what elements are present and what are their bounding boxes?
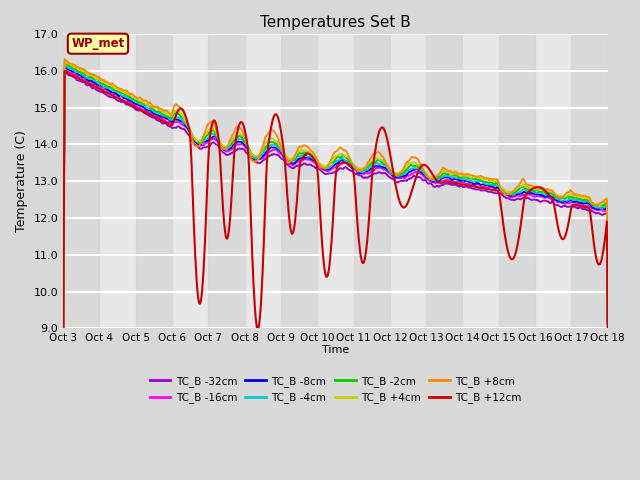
Legend: TC_B -32cm, TC_B -16cm, TC_B -8cm, TC_B -4cm, TC_B -2cm, TC_B +4cm, TC_B +8cm, T: TC_B -32cm, TC_B -16cm, TC_B -8cm, TC_B … <box>145 372 525 407</box>
TC_B -32cm <box>271 152 279 157</box>
Bar <box>572 34 608 328</box>
TC_B -8cm <box>392 175 400 180</box>
TC_B -2cm <box>224 144 232 150</box>
TC_B -32cm <box>224 152 232 158</box>
TC_B +4cm <box>392 170 400 176</box>
TC_B -16cm <box>604 320 612 325</box>
TC_B -16cm <box>224 148 232 154</box>
Line: TC_B +8cm: TC_B +8cm <box>63 59 608 360</box>
TC_B +8cm <box>251 159 259 165</box>
TC_B +8cm <box>423 171 431 177</box>
TC_B -4cm <box>251 156 259 161</box>
TC_B -16cm <box>423 176 431 181</box>
TC_B +4cm <box>604 313 612 319</box>
TC_B -4cm <box>61 63 68 69</box>
Y-axis label: Temperature (C): Temperature (C) <box>15 130 28 232</box>
TC_B -8cm <box>423 174 431 180</box>
Title: Temperatures Set B: Temperatures Set B <box>260 15 411 30</box>
TC_B +8cm <box>604 311 612 317</box>
TC_B -4cm <box>271 143 279 148</box>
TC_B +8cm <box>124 89 132 95</box>
TC_B +8cm <box>271 131 279 136</box>
TC_B -8cm <box>61 65 69 71</box>
TC_B +8cm <box>224 143 232 148</box>
TC_B -4cm <box>604 317 612 323</box>
TC_B -32cm <box>423 179 431 185</box>
TC_B -4cm <box>60 360 67 365</box>
TC_B -2cm <box>392 171 400 177</box>
Bar <box>63 34 99 328</box>
TC_B -16cm <box>271 147 279 153</box>
TC_B +12cm <box>61 69 68 74</box>
TC_B -16cm <box>251 156 259 162</box>
TC_B -16cm <box>61 66 68 72</box>
Text: WP_met: WP_met <box>71 37 125 50</box>
TC_B +4cm <box>251 153 259 159</box>
TC_B -2cm <box>63 61 70 67</box>
TC_B -16cm <box>124 98 132 104</box>
Line: TC_B -2cm: TC_B -2cm <box>63 64 608 362</box>
TC_B -2cm <box>423 172 431 178</box>
TC_B -4cm <box>224 145 232 151</box>
TC_B -8cm <box>60 361 67 367</box>
Line: TC_B +4cm: TC_B +4cm <box>63 61 608 360</box>
TC_B +4cm <box>124 91 132 97</box>
TC_B -4cm <box>423 174 431 180</box>
Line: TC_B -8cm: TC_B -8cm <box>63 68 608 364</box>
Bar <box>136 34 172 328</box>
TC_B +4cm <box>224 143 232 148</box>
Bar <box>209 34 244 328</box>
TC_B +4cm <box>61 59 68 64</box>
TC_B -8cm <box>604 318 612 324</box>
TC_B -2cm <box>604 315 612 321</box>
Bar <box>281 34 317 328</box>
TC_B -2cm <box>124 93 132 99</box>
TC_B -32cm <box>61 69 68 74</box>
TC_B +8cm <box>60 357 67 362</box>
TC_B +8cm <box>61 56 68 62</box>
TC_B -32cm <box>60 363 67 369</box>
TC_B -32cm <box>392 179 400 185</box>
TC_B -8cm <box>124 97 132 103</box>
TC_B +12cm <box>124 100 132 106</box>
TC_B -16cm <box>60 361 67 367</box>
TC_B -8cm <box>251 156 259 162</box>
Bar <box>426 34 463 328</box>
Line: TC_B -16cm: TC_B -16cm <box>63 69 608 364</box>
TC_B -16cm <box>392 175 400 181</box>
TC_B +12cm <box>271 111 279 117</box>
TC_B -2cm <box>60 360 67 365</box>
TC_B +4cm <box>423 171 431 177</box>
TC_B +12cm <box>423 163 431 169</box>
Bar <box>353 34 390 328</box>
TC_B +12cm <box>224 234 232 240</box>
TC_B -2cm <box>251 155 259 160</box>
TC_B +12cm <box>604 326 612 332</box>
TC_B -2cm <box>271 141 279 146</box>
TC_B +12cm <box>60 362 67 368</box>
TC_B -8cm <box>271 144 279 150</box>
TC_B +12cm <box>251 304 259 310</box>
TC_B -4cm <box>392 173 400 179</box>
TC_B +8cm <box>392 172 400 178</box>
Bar <box>499 34 535 328</box>
Line: TC_B +12cm: TC_B +12cm <box>63 72 608 365</box>
TC_B -4cm <box>124 95 132 101</box>
TC_B +4cm <box>271 138 279 144</box>
X-axis label: Time: Time <box>322 345 349 355</box>
TC_B -32cm <box>124 102 132 108</box>
TC_B -8cm <box>224 146 232 152</box>
TC_B +4cm <box>60 357 67 363</box>
Line: TC_B -4cm: TC_B -4cm <box>63 66 608 362</box>
TC_B -32cm <box>604 323 612 328</box>
Line: TC_B -32cm: TC_B -32cm <box>63 72 608 366</box>
TC_B +12cm <box>392 185 400 191</box>
TC_B -32cm <box>251 159 259 165</box>
